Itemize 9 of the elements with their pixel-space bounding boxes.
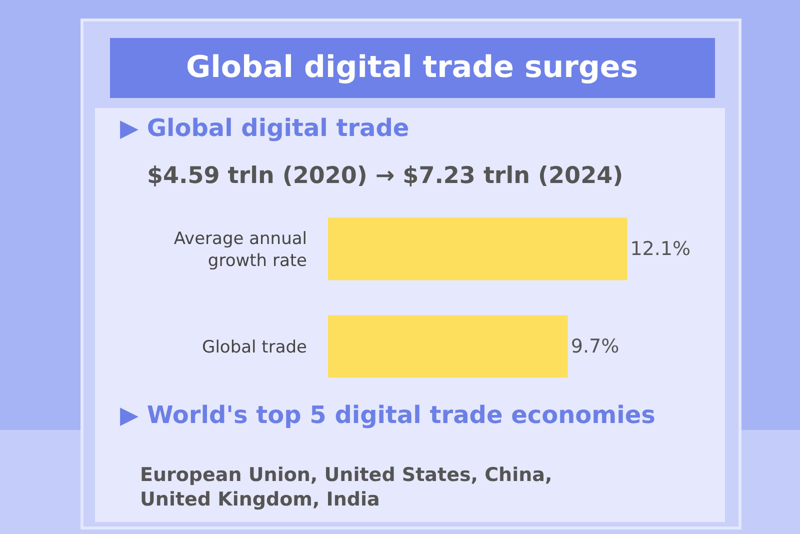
- chart-subtitle: ▶ Global digital trade: [120, 114, 410, 142]
- y-tick-label: Global trade: [202, 337, 307, 358]
- text: European Union, United States, China, United Kingdom, India: [140, 464, 552, 511]
- chart-title: Global digital trade surges: [186, 50, 638, 85]
- data-label: 12.1%: [630, 238, 691, 260]
- y-tick-label: Average annual growth rate: [174, 228, 307, 271]
- data-label: 9.7%: [570, 335, 620, 358]
- text: ▶ World's top 5 digital trade economies: [120, 401, 656, 429]
- text: $4.59 trln (2020) → $7.23 trln (2024): [147, 163, 624, 189]
